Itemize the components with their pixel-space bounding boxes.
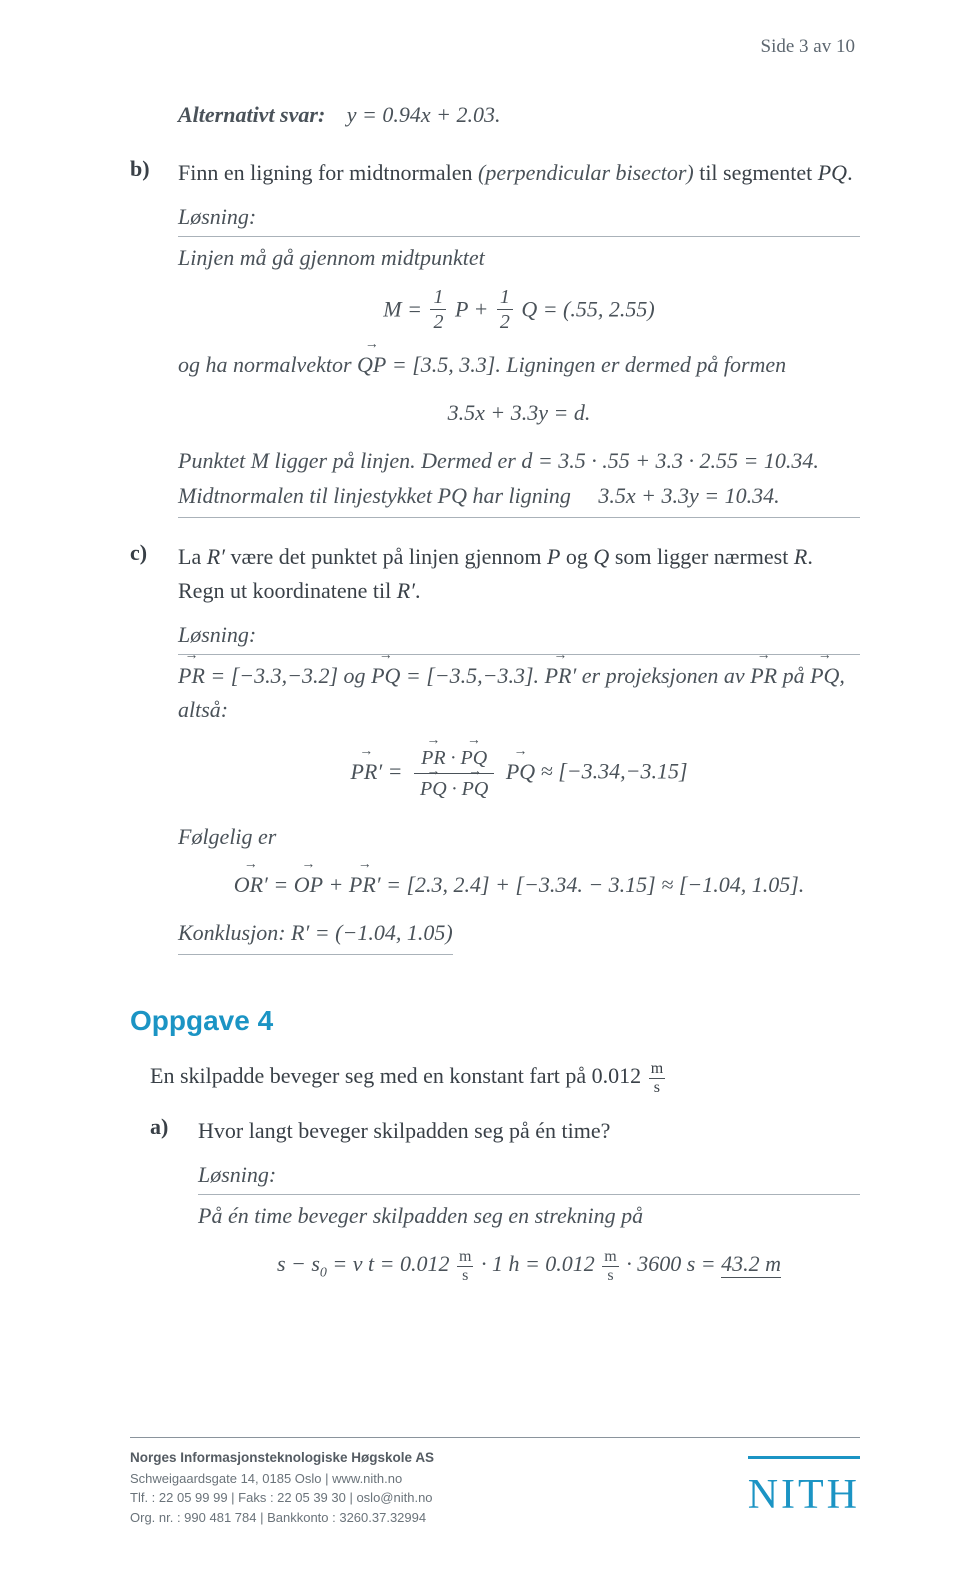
orf: = [2.3, 2.4] + [−3.34. − 3.15] ≈ [−1.04,… xyxy=(381,872,805,897)
b-line3: Punktet M ligger på linjen. Dermed er d … xyxy=(178,444,860,478)
footer-text: Norges Informasjonsteknologiske Høgskole… xyxy=(130,1448,434,1527)
alt-svar-label: Alternativt svar: xyxy=(178,102,325,127)
b-l2vec: QP xyxy=(357,348,386,382)
unit-ms: ms xyxy=(649,1061,665,1096)
logo: NITH xyxy=(748,1454,860,1527)
c1a: PR xyxy=(178,659,205,693)
c-konkl: Konklusjon: R′ = (−1.04, 1.05) xyxy=(178,916,453,955)
mp-pre: PR′ xyxy=(350,755,382,789)
m1r: Q = (.55, 2.55) xyxy=(521,297,654,322)
m1l: M = xyxy=(383,297,427,322)
half1: 12 xyxy=(430,287,446,332)
a4me: 43.2 m xyxy=(721,1251,781,1278)
a4mc: · 1 h = 0.012 xyxy=(475,1251,600,1276)
c-math-proj: PR′ = PR · PQ PQ · PQ PQ ≈ [−3.34,−3.15] xyxy=(178,747,860,800)
item-b-question: Finn en ligning for midtnormalen (perpen… xyxy=(178,156,860,190)
b-math1: M = 12 P + 12 Q = (.55, 2.55) xyxy=(178,289,860,334)
item-a4-label: a) xyxy=(150,1114,198,1298)
c1b: = [−3.3,−3.2] og xyxy=(205,663,371,688)
orc: OP xyxy=(294,868,323,902)
b-line2: og ha normalvektor QP = [3.5, 3.3]. Lign… xyxy=(178,348,860,382)
b-text1: Finn en ligning for midtnormalen xyxy=(178,160,478,185)
a4mb: = v t = 0.012 xyxy=(327,1251,455,1276)
c1h: på xyxy=(777,663,810,688)
b-text-paren: (perpendicular bisector) xyxy=(478,160,694,185)
c-question: La R′ være det punktet på linjen gjennom… xyxy=(178,540,860,608)
uf1: ms xyxy=(457,1249,473,1284)
footer-addr: Schweigaardsgate 14, 0185 Oslo | www.nit… xyxy=(130,1469,434,1489)
ore: PR′ xyxy=(349,868,381,902)
footer-orgnr: Org. nr. : 990 481 784 | Bankkonto : 326… xyxy=(130,1508,434,1528)
b-seg: PQ xyxy=(818,160,847,185)
mp-post-vec: PQ xyxy=(506,755,535,789)
b-l2a: og ha normalvektor xyxy=(178,352,357,377)
footer-org: Norges Informasjonsteknologiske Høgskole… xyxy=(130,1448,434,1468)
ora: OR′ xyxy=(234,868,268,902)
o4-intro-a: En skilpadde beveger seg med en konstant… xyxy=(150,1063,647,1088)
b-losning-text: Løsning: xyxy=(178,200,262,234)
alt-svar-math: y = 0.94x + 2.03. xyxy=(347,102,501,127)
footer-tel: Tlf. : 22 05 99 99 | Faks : 22 05 39 30 … xyxy=(130,1488,434,1508)
a4ma: s − s xyxy=(277,1251,320,1276)
a4-line1: På én time beveger skilpadden seg en str… xyxy=(198,1199,860,1233)
c1f: er projeksjonen av xyxy=(576,663,750,688)
c1c: PQ xyxy=(371,659,400,693)
oppgave4-intro: En skilpadde beveger seg med en konstant… xyxy=(150,1059,860,1095)
uf2: ms xyxy=(602,1249,618,1284)
footer: Norges Informasjonsteknologiske Høgskole… xyxy=(130,1437,860,1527)
item-b-body: Finn en ligning for midtnormalen (perpen… xyxy=(178,156,860,518)
c1e: PR′ xyxy=(545,659,577,693)
page-number: Side 3 av 10 xyxy=(761,36,855,58)
c-line1: PR = [−3.3,−3.2] og PQ = [−3.5,−3.3]. PR… xyxy=(178,659,860,727)
a4md: · 3600 s = xyxy=(621,1251,721,1276)
a4-math: s − s0 = v t = 0.012 ms · 1 h = 0.012 ms… xyxy=(198,1247,860,1284)
b-line1: Linjen må gå gjennom midtpunktet xyxy=(178,241,860,275)
mpda: PQ xyxy=(420,778,447,800)
item-c: c) La R′ være det punktet på linjen gjen… xyxy=(130,540,860,956)
b-math2: 3.5x + 3.3y = d. xyxy=(178,396,860,430)
m1m: P + xyxy=(455,297,494,322)
ord: + xyxy=(323,872,349,897)
item-b-label: b) xyxy=(130,156,178,518)
a4-losning-text: Løsning: xyxy=(198,1158,282,1192)
orb: = xyxy=(268,872,294,897)
item-a4-body: Hvor langt beveger skilpadden seg på én … xyxy=(198,1114,860,1298)
item-c-label: c) xyxy=(130,540,178,956)
mp-post: ≈ [−3.34,−3.15] xyxy=(535,759,687,784)
a4-question: Hvor langt beveger skilpadden seg på én … xyxy=(198,1114,860,1148)
logo-text: NITH xyxy=(748,1472,860,1518)
mpdb: PQ xyxy=(462,778,489,800)
oppgave4-heading: Oppgave 4 xyxy=(130,1005,860,1037)
mp-frac: PR · PQ PQ · PQ xyxy=(414,747,494,800)
item-a4: a) Hvor langt beveger skilpadden seg på … xyxy=(150,1114,860,1298)
logo-overline xyxy=(748,1456,860,1459)
b-losning: Løsning: xyxy=(178,200,860,237)
b-text2: til segmentet xyxy=(694,160,818,185)
half2: 12 xyxy=(497,287,513,332)
item-b: b) Finn en ligning for midtnormalen (per… xyxy=(130,156,860,518)
mp-eq: = xyxy=(382,759,408,784)
item-c-body: La R′ være det punktet på linjen gjennom… xyxy=(178,540,860,956)
c-or-line: OR′ = OP + PR′ = [2.3, 2.4] + [−3.34. − … xyxy=(178,868,860,902)
b-l2b: = [3.5, 3.3]. Ligningen er dermed på for… xyxy=(386,352,786,377)
c-folg: Følgelig er xyxy=(178,820,860,854)
c1i: PQ xyxy=(810,659,839,693)
c1d: = [−3.5,−3.3]. xyxy=(400,663,544,688)
b-line4: Midtnormalen til linjestykket PQ har lig… xyxy=(178,479,860,518)
a4-losning: Løsning: xyxy=(198,1158,860,1195)
alt-svar: Alternativt svar: y = 0.94x + 2.03. xyxy=(178,102,860,128)
c1g: PR xyxy=(750,659,777,693)
